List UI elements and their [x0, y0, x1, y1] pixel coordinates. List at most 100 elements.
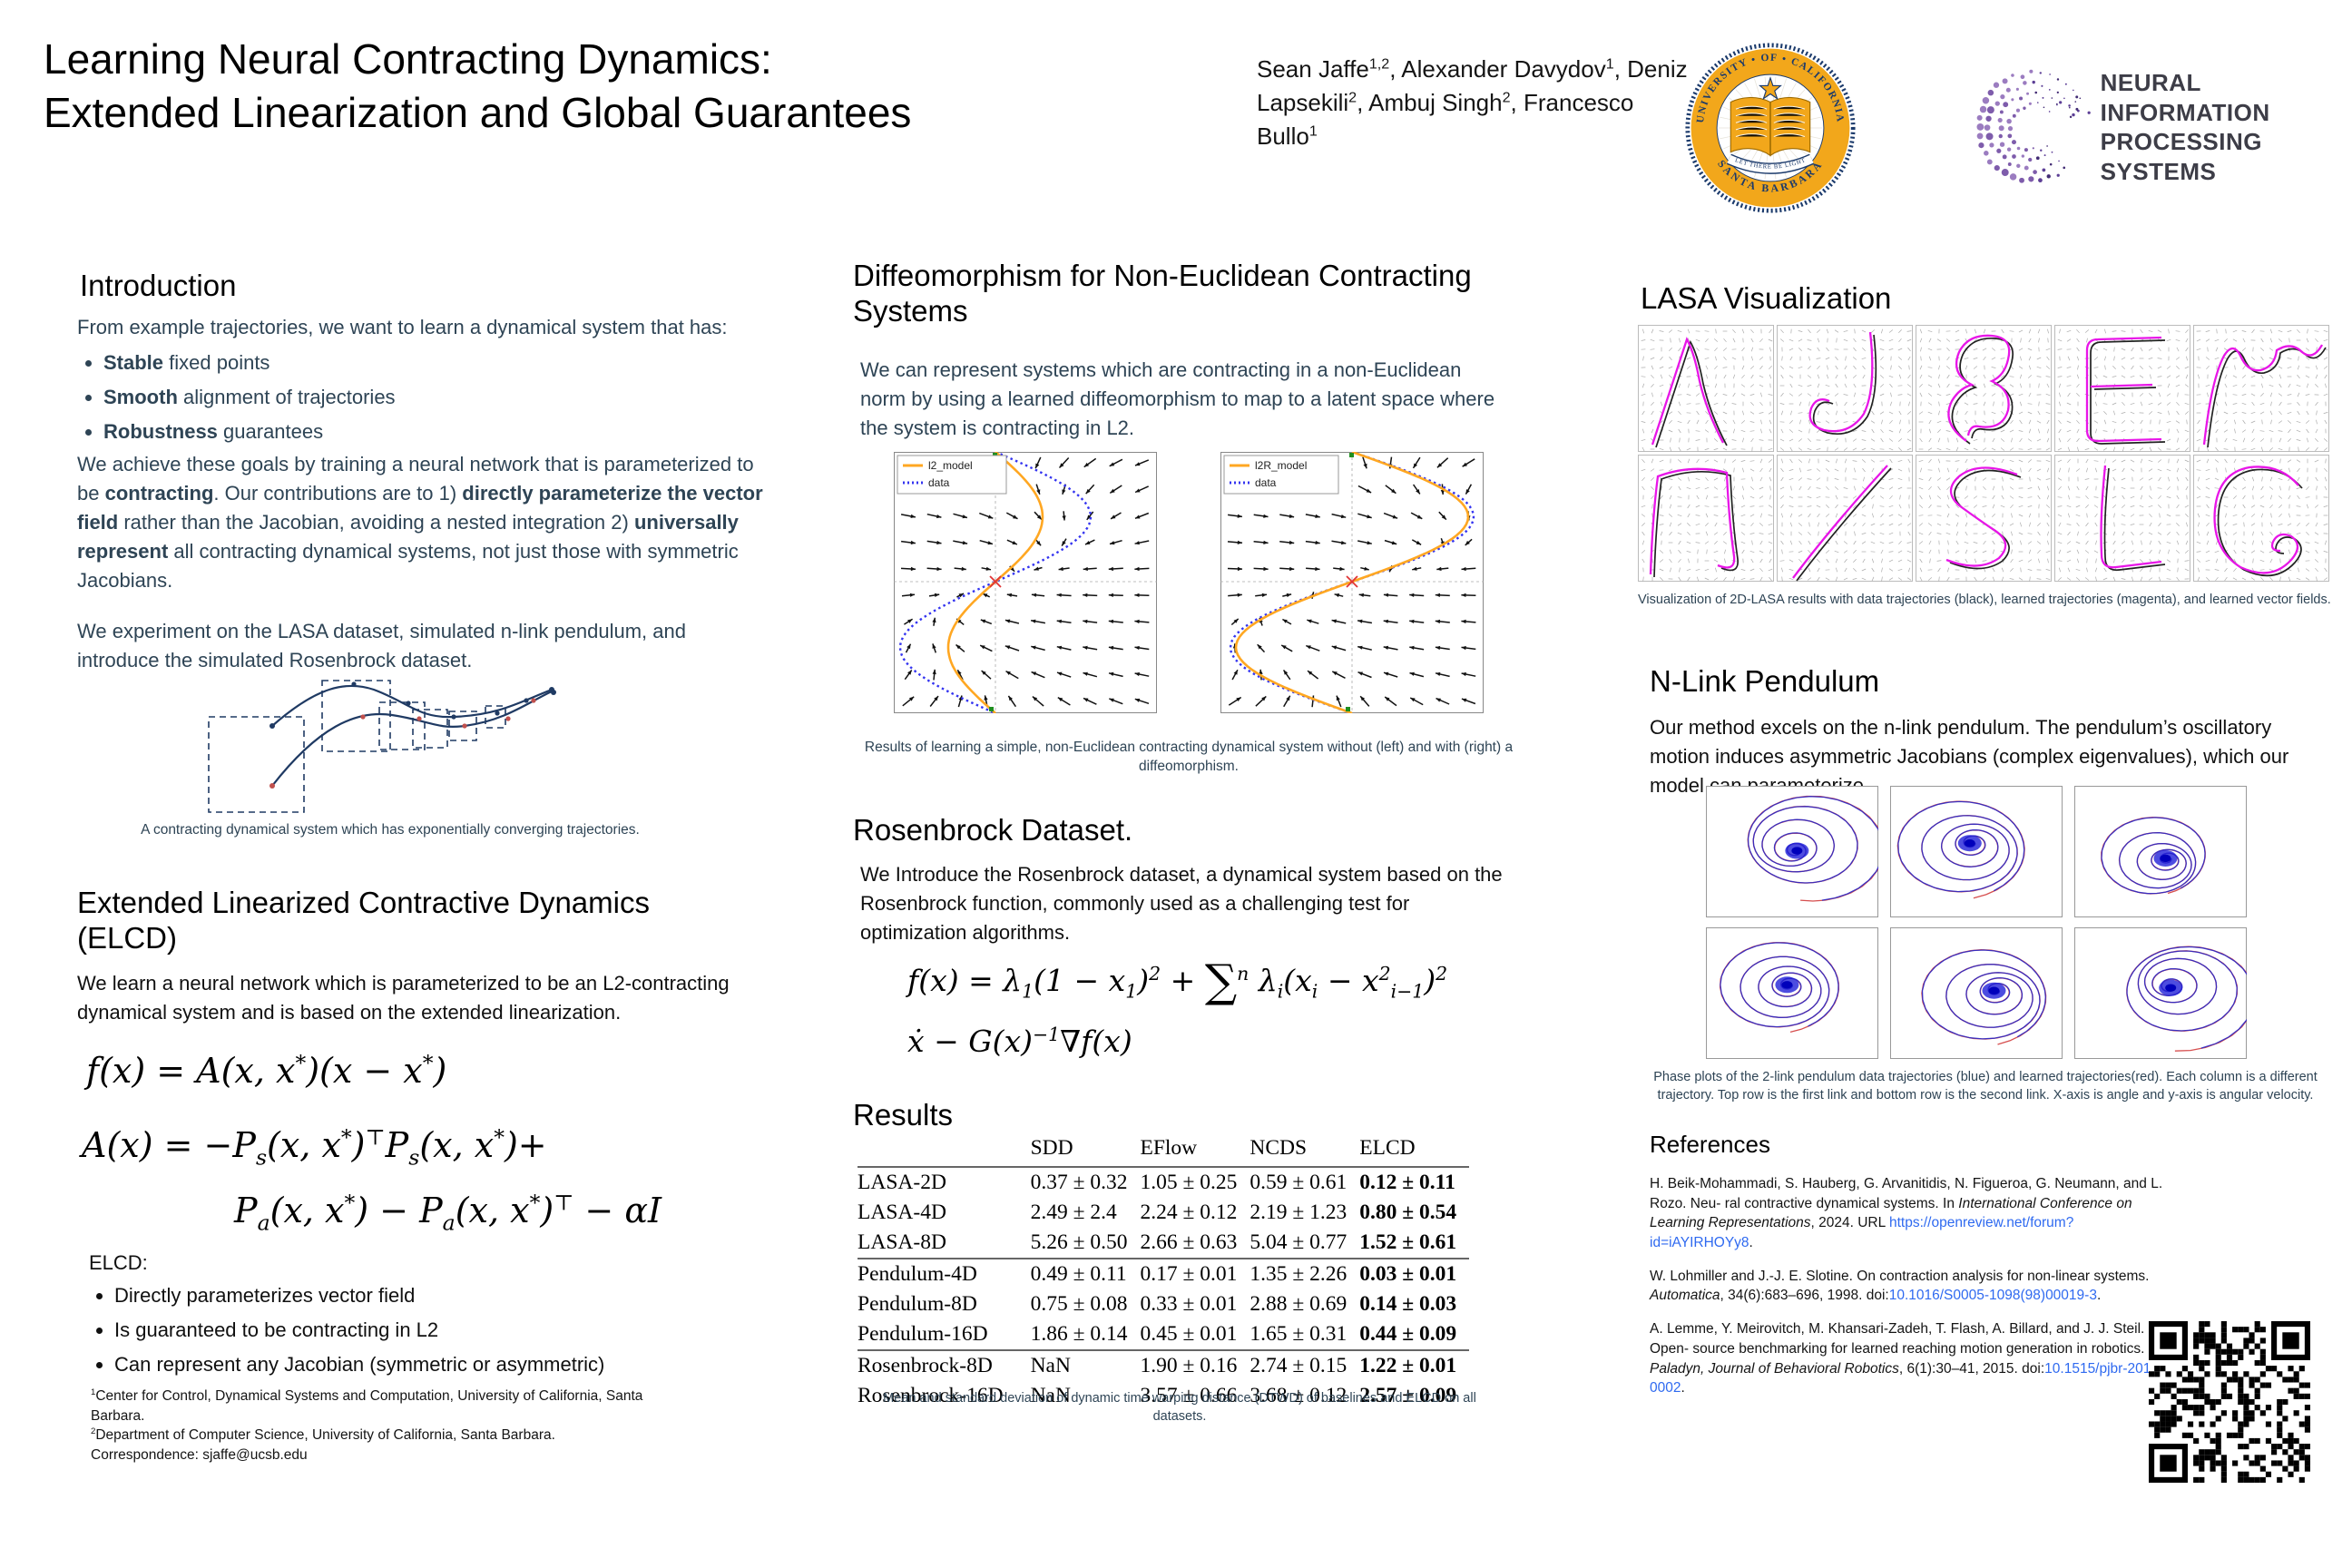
plot-legend: l2R_model data [1223, 455, 1339, 495]
table-cell: 2.66 ± 0.63 [1140, 1228, 1250, 1259]
table-cell: 0.44 ± 0.09 [1359, 1319, 1470, 1351]
neurips-logo: NEURAL INFORMATION PROCESSING SYSTEMS [1960, 45, 2332, 209]
elcd-bullet: Can represent any Jacobian (symmetric or… [114, 1350, 786, 1379]
results-table-caption: Mean and standard deviation of dynamic t… [883, 1391, 1476, 1424]
table-cell: 1.22 ± 0.01 [1359, 1354, 1457, 1377]
contracting-figure-caption: A contracting dynamical system which has… [141, 822, 640, 838]
quiver-arrows [900, 456, 1150, 708]
reference-link[interactable]: https://openreview.net/forum?id=iAYIRHOY… [1650, 1215, 2074, 1251]
vector-field-plot-left: l2_model data [894, 452, 1157, 713]
intro-paragraph-2: We achieve these goals by training a neu… [77, 453, 763, 592]
table-cell: 0.75 ± 0.08 [1030, 1292, 1128, 1316]
section-heading-pendulum: N-Link Pendulum [1650, 664, 1880, 698]
equation-A-line1: A(x) = −Ps(x, x*)⊤Ps(x, x*)+ [82, 1124, 547, 1171]
intro-lead: From example trajectories, we want to le… [77, 316, 728, 338]
elcd-bullet: Is guaranteed to be contracting in L2 [114, 1316, 786, 1345]
table-row: LASA-8D 5.26 ± 0.50 2.66 ± 0.63 5.04 ± 0.77… [858, 1228, 1470, 1259]
row-label: Pendulum-8D [858, 1292, 977, 1316]
elcd-bullet-list: Directly parameterizes vector field Is g… [91, 1276, 786, 1385]
column-header: SDD [1030, 1134, 1141, 1168]
equation-A-line2: Pa(x, x*) − Pa(x, x*)⊤ − αI [234, 1190, 662, 1236]
row-label: Rosenbrock-16D [858, 1384, 1004, 1407]
seal-dotted-ring [1685, 43, 1856, 213]
legend-model-label: l2_model [928, 459, 973, 472]
table-row: LASA-2D 0.37 ± 0.32 1.05 ± 0.25 0.59 ± 0.61… [858, 1167, 1469, 1198]
lasa-panel-L [2054, 455, 2190, 582]
legend-model-label: l2R_model [1255, 459, 1307, 472]
lasa-panel-N [1638, 455, 1774, 582]
row-label: LASA-2D [858, 1171, 946, 1194]
intro-bullet: Robustness guarantees [103, 417, 775, 446]
table-cell: 1.05 ± 0.25 [1140, 1171, 1238, 1194]
pendulum-phase-panel [1890, 927, 2063, 1059]
table-cell: 2.19 ± 1.23 [1250, 1200, 1348, 1224]
table-cell: 1.90 ± 0.16 [1140, 1354, 1238, 1377]
lasa-panel-wave [2193, 325, 2329, 452]
table-cell: 0.33 ± 0.01 [1140, 1292, 1238, 1316]
row-label: Pendulum-16D [858, 1319, 1031, 1351]
row-label: LASA-4D [858, 1200, 946, 1224]
reference-item: W. Lohmiller and J.-J. E. Slotine. On co… [1650, 1268, 2150, 1304]
table-cell: 2.49 ± 2.4 [1030, 1200, 1117, 1224]
lasa-panel-S [1916, 455, 2052, 582]
reference-item: H. Beik-Mohammadi, S. Hauberg, G. Arvani… [1650, 1176, 2163, 1251]
table-row: Pendulum-8D 0.75 ± 0.08 0.33 ± 0.01 2.88 ± … [858, 1289, 1469, 1319]
column-header: NCDS [1250, 1134, 1360, 1168]
section-heading-rosenbrock: Rosenbrock Dataset. [853, 813, 1133, 847]
neurips-swirl-icon [1976, 69, 2091, 183]
plot-legend: l2_model data [897, 455, 1007, 495]
table-row: Pendulum-16D 1.86 ± 0.14 0.45 ± 0.01 1.65 ±… [858, 1319, 1470, 1351]
section-heading-results: Results [853, 1098, 954, 1132]
qr-code [2149, 1321, 2310, 1483]
table-cell: NaN [1030, 1384, 1071, 1407]
elcd-body: We learn a neural network which is param… [77, 972, 730, 1024]
table-row: LASA-4D 2.49 ± 2.4 2.24 ± 0.12 2.19 ± 1.23 0… [858, 1198, 1469, 1228]
row-label: LASA-8D [858, 1228, 1031, 1259]
pendulum-phase-panel [1706, 786, 1878, 917]
reference-link[interactable]: 10.1016/S0005-1098(98)00019-3 [1888, 1288, 2097, 1304]
equation-f: f(x) = A(x, x*)(x − x*) [86, 1050, 447, 1091]
row-label: Pendulum-4D [858, 1262, 977, 1286]
seal-book-icon [1730, 96, 1811, 157]
poster-title: Learning Neural Contracting Dynamics: Ex… [44, 33, 911, 140]
table-cell: 1.86 ± 0.14 [1030, 1319, 1141, 1351]
equilibrium-marker [989, 575, 1002, 588]
section-heading-lasa: LASA Visualization [1641, 281, 1892, 315]
section-heading-diffeomorphism: Diffeomorphism for Non-Euclidean Contrac… [853, 259, 1472, 328]
lasa-letter-grid [1638, 325, 2329, 582]
intro-bullet: Stable fixed points [103, 348, 775, 377]
table-cell: 2.24 ± 0.12 [1140, 1200, 1238, 1224]
references-list: H. Beik-Mohammadi, S. Hauberg, G. Arvani… [1650, 1174, 2174, 1398]
legend-data-label: data [928, 476, 950, 489]
table-cell: 0.37 ± 0.32 [1030, 1171, 1128, 1194]
table-cell: 0.45 ± 0.01 [1140, 1319, 1250, 1351]
pendulum-body: Our method excels on the n-link pendulum… [1650, 716, 2289, 797]
table-cell: 0.49 ± 0.11 [1030, 1262, 1127, 1286]
reference-link[interactable]: 10.1515/pjbr-2015-0002 [1650, 1360, 2164, 1396]
table-cell: 5.26 ± 0.50 [1030, 1228, 1141, 1259]
lasa-panel-bump [1916, 325, 2052, 452]
lasa-panel-G [2193, 455, 2329, 582]
rosenbrock-equation-1: f(x) = λ1(1 − x1)2 + ∑n λi(xi − x2i−1)2 [907, 955, 1448, 1007]
table-cell: 1.65 ± 0.31 [1250, 1319, 1360, 1351]
section-heading-introduction: Introduction [80, 269, 237, 302]
equilibrium-marker [1346, 575, 1358, 588]
intro-bullet-list: Stable fixed points Smooth alignment of … [80, 343, 775, 452]
table-cell: 2.74 ± 0.15 [1250, 1354, 1348, 1377]
pendulum-phase-panel [2074, 927, 2247, 1059]
lasa-panel-E [2054, 325, 2190, 452]
converging-trajectories [271, 684, 553, 787]
table-cell: 3.57 ± 0.66 [1140, 1384, 1238, 1407]
results-table: SDD EFlow NCDS ELCD LASA-2D 0.37 ± 0.32 1.05 ±… [858, 1134, 1470, 1411]
table-cell: 2.57 ± 0.09 [1359, 1384, 1457, 1407]
legend-data-label: data [1255, 476, 1277, 489]
pendulum-phase-panel [1706, 927, 1878, 1059]
trajectory-sample-points [270, 681, 556, 729]
column-header: EFlow [1140, 1134, 1250, 1168]
neurips-text-line2: PROCESSING SYSTEMS [2100, 128, 2262, 185]
table-cell: 0.12 ± 0.11 [1359, 1171, 1455, 1194]
rosenbrock-equation-2: ẋ − G(x)−1∇f(x) [907, 1024, 1132, 1059]
table-row: Rosenbrock-8D NaN 1.90 ± 0.16 2.74 ± 0.15 1.… [858, 1350, 1469, 1381]
lasa-panel-slash [1777, 455, 1913, 582]
lasa-caption: Visualization of 2D-LASA results with da… [1638, 593, 2331, 607]
